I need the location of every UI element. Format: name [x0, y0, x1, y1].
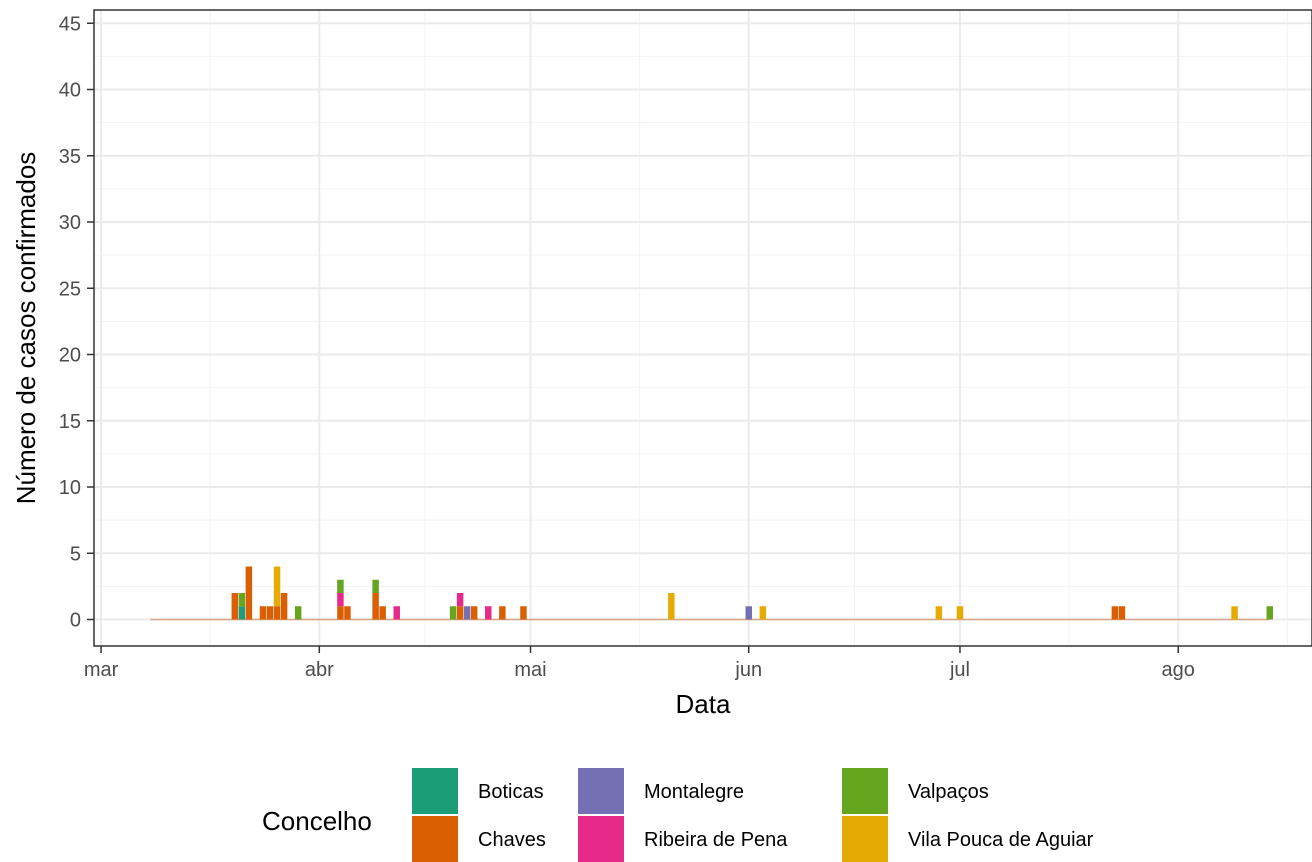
bar-segment	[935, 606, 943, 620]
x-tick-label: mar	[84, 659, 119, 681]
bar-segment	[956, 606, 964, 620]
legend-label: Valpaços	[908, 781, 989, 803]
bar-segment	[1118, 606, 1126, 620]
bar-segment	[668, 593, 675, 620]
bar-segment	[485, 606, 492, 620]
bar-segment	[337, 579, 344, 593]
bar-segment	[231, 593, 239, 620]
x-tick-label: mai	[514, 659, 546, 681]
bar-segment	[379, 606, 386, 620]
bar-segment	[266, 606, 274, 620]
legend-key	[842, 816, 888, 862]
x-tick-label: jul	[949, 659, 970, 681]
y-axis-title: Número de casos confirmados	[11, 152, 41, 505]
bar-segment	[337, 593, 344, 607]
legend-key	[412, 816, 458, 862]
y-tick-label: 15	[59, 411, 81, 433]
x-axis: mar abr mai jun jul ago	[84, 646, 1195, 681]
bar-segment	[520, 606, 527, 620]
bar-segment	[1266, 606, 1273, 620]
y-tick-label: 30	[59, 212, 81, 234]
legend-key	[412, 768, 458, 814]
bar-segment	[280, 593, 288, 620]
bar-segment	[449, 606, 457, 620]
y-tick-label: 40	[59, 80, 81, 102]
legend-label: Vila Pouca de Aguiar	[908, 829, 1094, 851]
legend-label: Chaves	[478, 829, 546, 851]
grid-minor	[94, 10, 1312, 646]
y-tick-label: 45	[59, 13, 81, 35]
legend-title: Concelho	[262, 806, 372, 836]
bar-segment	[238, 593, 246, 607]
bar-segment	[456, 606, 464, 620]
bar-segment	[456, 593, 464, 607]
y-tick-label: 10	[59, 477, 81, 499]
bar-segment	[393, 606, 400, 620]
x-tick-label: ago	[1162, 659, 1195, 681]
x-tick-label: abr	[305, 659, 334, 681]
bar-segment	[470, 606, 478, 620]
bar-segment	[259, 606, 267, 620]
legend-key	[842, 768, 888, 814]
legend-key	[578, 816, 624, 862]
x-tick-label: jun	[734, 659, 762, 681]
legend-key	[578, 768, 624, 814]
bar-segment	[337, 606, 344, 620]
y-tick-label: 25	[59, 278, 81, 300]
bar-segment	[759, 606, 767, 620]
bar-segment	[344, 606, 351, 620]
plot-border	[93, 9, 1312, 647]
bar-segment	[238, 606, 246, 620]
x-axis-title: Data	[676, 689, 731, 719]
bars	[150, 566, 1273, 621]
bar-segment	[273, 606, 281, 620]
bar-segment	[372, 593, 379, 620]
legend-label: Boticas	[478, 781, 544, 803]
bar-segment	[1111, 606, 1119, 620]
bar-segment	[273, 566, 281, 607]
bar-segment	[1231, 606, 1238, 620]
bar-segment	[372, 579, 379, 593]
bar-segment	[499, 606, 506, 620]
y-tick-label: 35	[59, 146, 81, 168]
bar-segment	[463, 606, 471, 620]
plot-panel	[94, 10, 1312, 646]
y-tick-label: 5	[70, 543, 81, 565]
y-tick-label: 0	[70, 610, 81, 632]
legend-label: Ribeira de Pena	[644, 829, 788, 851]
y-axis: 0 5 10 15 20 25 30 35 40 45	[59, 13, 94, 632]
y-tick-label: 20	[59, 345, 81, 367]
legend-label: Montalegre	[644, 781, 744, 803]
legend: Concelho Boticas Chaves Montalegre Ribeira …	[262, 768, 1094, 862]
grid-major	[94, 10, 1312, 646]
bar-segment	[294, 606, 302, 620]
bar-segment	[245, 566, 253, 620]
bar-segment	[745, 606, 753, 620]
